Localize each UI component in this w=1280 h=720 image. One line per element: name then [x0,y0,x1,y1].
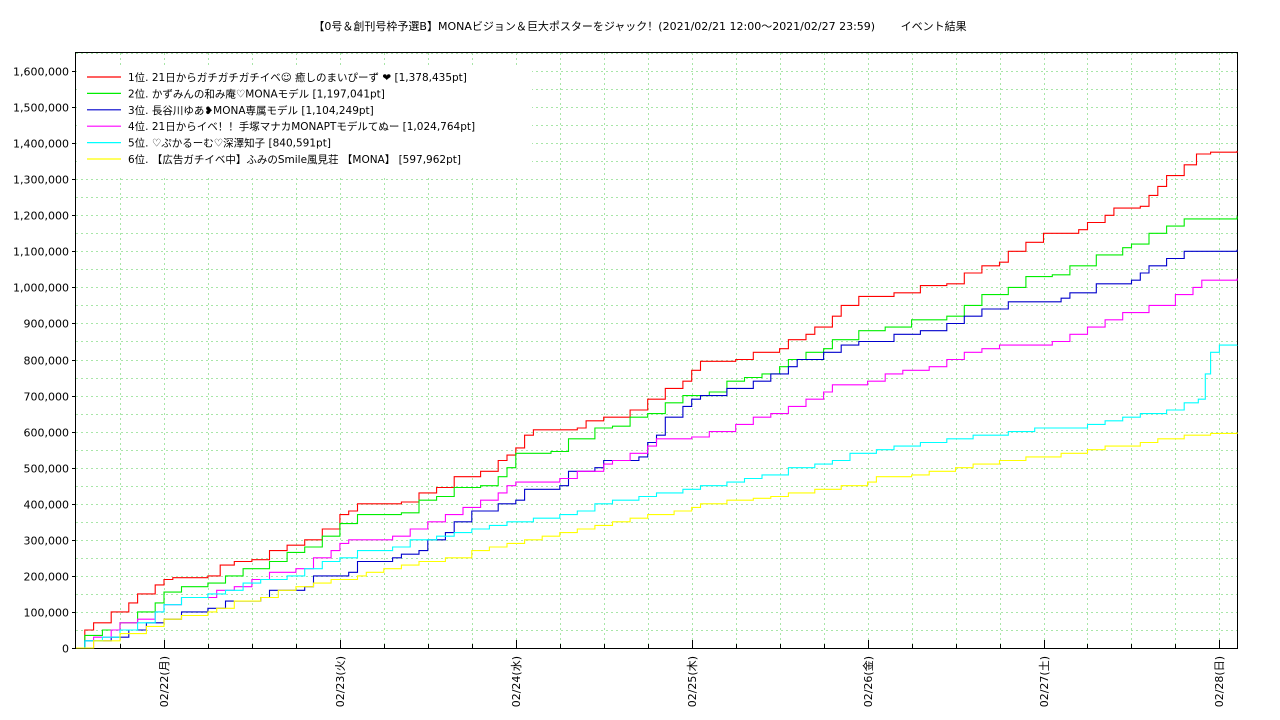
x-tick-label: 02/26(金) [861,656,875,707]
legend-entry: 6位. 【広告ガチイベ中】ふみのSmile風見荘 【MONA】 [597,962… [128,153,461,166]
y-tick-label: 1,100,000 [13,246,69,259]
series-line-5 [76,344,1238,649]
y-tick-label: 400,000 [24,499,70,512]
legend-background [77,67,532,177]
y-tick-label: 200,000 [24,571,70,584]
y-tick-label: 1,000,000 [13,282,69,295]
y-tick-label: 1,200,000 [13,210,69,223]
y-tick-label: 1,400,000 [13,138,69,151]
x-tick-label: 02/22(月) [158,656,171,707]
y-tick-label: 300,000 [24,535,70,548]
x-tick-label: 02/25(木) [686,656,699,707]
y-tick-label: 1,300,000 [13,174,69,187]
y-tick-label: 1,500,000 [13,102,69,115]
y-tick-label: 900,000 [24,318,70,331]
chart-title: 【0号＆創刊号枠予選B】MONAビジョン＆巨大ポスターをジャック！(2021/0… [313,20,967,33]
x-tick-label: 02/24(水) [510,656,523,707]
legend: 1位. 21日からガチガチガチイベ☺ 癒しのまいぴーず ❤ [1,378,435… [77,67,532,177]
y-tick-label: 1,600,000 [13,66,69,79]
series-line-1 [76,150,1238,649]
y-tick-label: 0 [62,643,69,656]
legend-entry: 3位. 長谷川ゆあ❥MONA専属モデル [1,104,249pt] [128,104,374,117]
y-tick-label: 600,000 [24,427,70,440]
y-tick-label: 500,000 [24,463,70,476]
legend-entry: 5位. ♡ぷかるーむ♡深澤知子 [840,591pt] [128,137,331,150]
legend-entry: 2位. かずみんの和み庵♡MONAモデル [1,197,041pt] [128,87,385,100]
legend-entry: 4位. 21日からイベ！！手塚マナカMONAPTモデルてぬー [1,024,76… [128,120,475,133]
axes: 0 100,000 200,000 300,000 400,000 500,000 600,… [13,66,1226,708]
plot-frame [75,52,1238,649]
x-tick-label: 02/27(土) [1038,656,1051,707]
grid [76,53,1237,648]
y-tick-label: 700,000 [24,391,70,404]
legend-entry: 1位. 21日からガチガチガチイベ☺ 癒しのまいぴーず ❤ [1,378,435… [128,71,467,84]
y-tick-label: 100,000 [24,607,70,620]
series-line-2 [76,216,1238,649]
x-tick-label: 02/23(火) [334,656,347,707]
x-tick-label: 02/28(日) [1213,656,1226,707]
series-line-4 [76,278,1238,649]
series-lines [76,150,1238,649]
y-tick-label: 800,000 [24,355,70,368]
series-line-3 [76,249,1238,649]
series-line-6 [76,432,1238,649]
